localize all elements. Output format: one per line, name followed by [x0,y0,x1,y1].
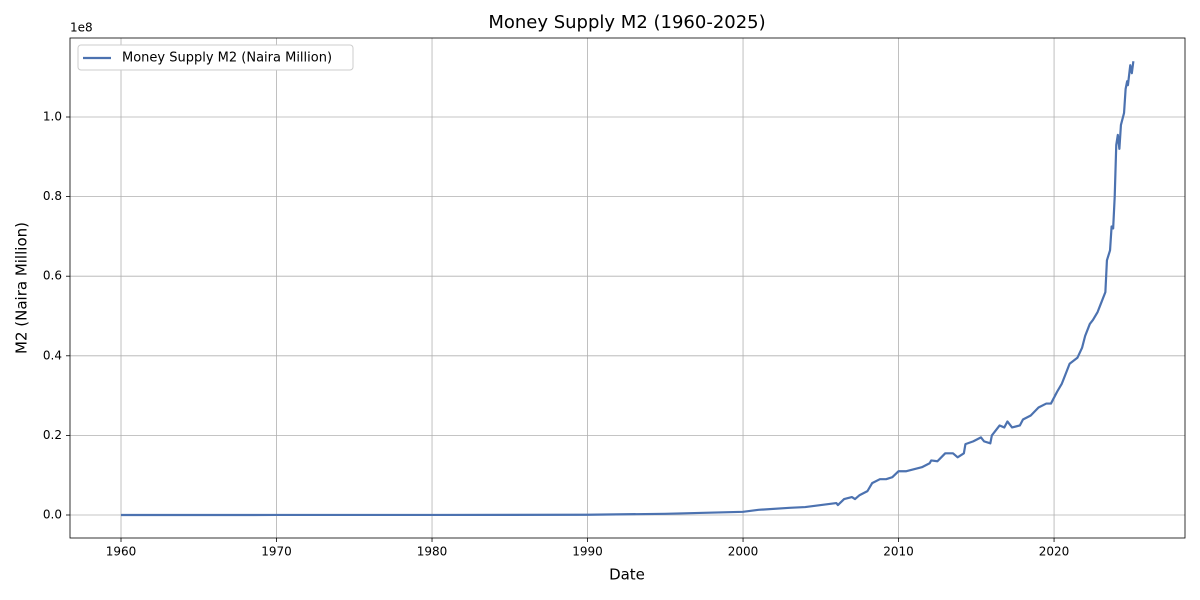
x-tick-label: 1980 [417,545,448,559]
y-tick-label: 0.4 [43,348,62,362]
x-tick-label: 2010 [883,545,914,559]
x-tick-label: 1990 [572,545,603,559]
y-offset-label: 1e8 [70,21,93,35]
y-tick-label: 0.0 [43,507,62,521]
y-axis-label: M2 (Naira Million) [13,222,31,354]
x-tick-label: 1970 [261,545,292,559]
x-tick-label: 1960 [106,545,137,559]
x-axis-label: Date [609,566,645,584]
legend-box [77,44,354,71]
x-tick-label: 2000 [728,545,759,559]
chart-title: Money Supply M2 (1960-2025) [488,12,765,33]
y-tick-label: 0.2 [43,428,62,442]
y-tick-label: 0.6 [43,269,62,283]
plot-frame [69,37,1186,539]
data-line [121,61,1135,517]
y-tick-label: 0.8 [43,189,62,203]
x-tick-label: 2020 [1039,545,1070,559]
y-tick-label: 1.0 [43,110,62,124]
legend-label: Money Supply M2 (Naira Million) [122,51,332,66]
